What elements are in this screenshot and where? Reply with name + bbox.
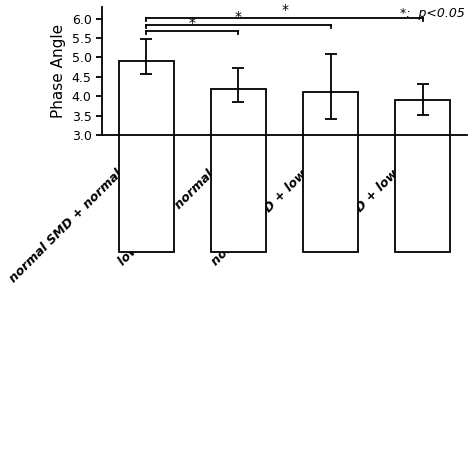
Text: *: * (189, 16, 196, 30)
Bar (303, 92, 358, 252)
Text: *: * (281, 3, 288, 17)
Bar (118, 61, 174, 252)
Bar (211, 89, 266, 252)
Text: *: * (235, 10, 242, 24)
Text: *:  p<0.05: *: p<0.05 (400, 7, 465, 20)
Y-axis label: Phase Angle: Phase Angle (51, 24, 66, 118)
Bar (395, 100, 450, 252)
